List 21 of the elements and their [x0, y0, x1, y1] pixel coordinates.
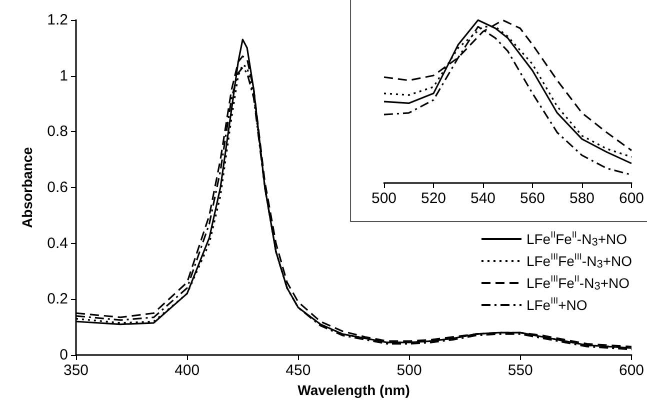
y-tick-label: 1 [60, 67, 68, 84]
y-tick-label: 0.2 [47, 290, 68, 308]
x-tick-label: 450 [286, 362, 311, 379]
y-tick-label: 0.4 [47, 234, 68, 252]
y-tick-label: 0 [60, 346, 68, 364]
x-tick-label: 600 [618, 190, 644, 207]
x-tick-label: 550 [508, 362, 533, 379]
x-tick-label: 540 [470, 190, 496, 207]
x-tick-label: 500 [396, 362, 422, 379]
x-axis-title: Wavelength (nm) [298, 382, 410, 398]
y-tick-label: 0.6 [47, 179, 68, 196]
x-tick-label: 520 [420, 190, 446, 207]
x-tick-label: 600 [618, 362, 644, 379]
x-tick-label: 580 [569, 190, 595, 207]
y-axis-title: Absorbance [19, 146, 35, 228]
y-tick-label: 1.2 [47, 12, 68, 28]
x-tick-label: 400 [174, 362, 200, 379]
x-tick-label: 560 [520, 190, 546, 207]
x-tick-label: 350 [63, 362, 89, 379]
x-tick-label: 500 [371, 190, 397, 207]
y-tick-label: 0.8 [47, 123, 68, 140]
